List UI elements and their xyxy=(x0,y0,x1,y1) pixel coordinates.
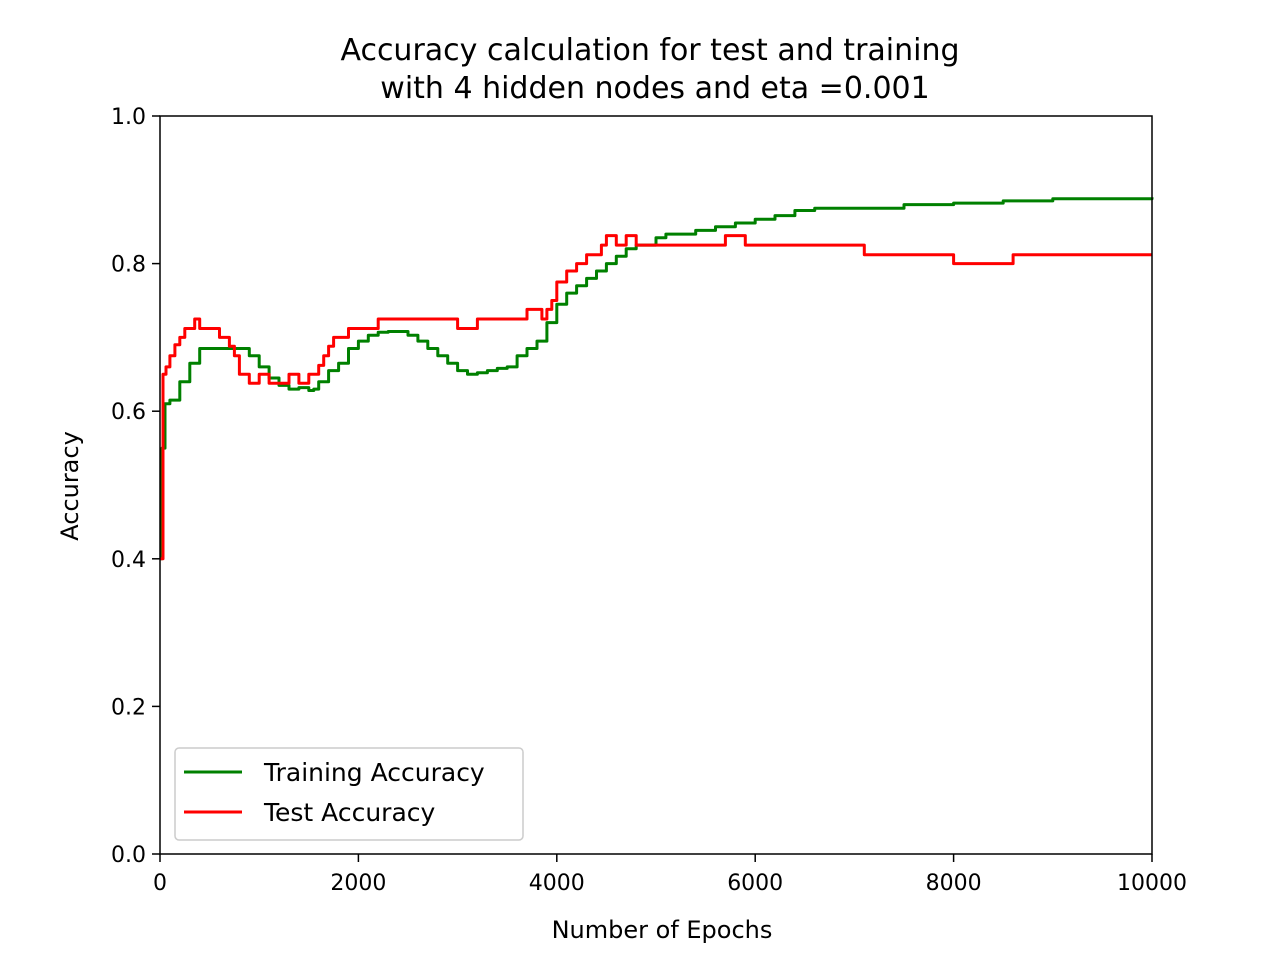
chart-title-line-2: with 4 hidden nodes and eta =0.001 xyxy=(380,71,929,106)
x-tick-label: 0 xyxy=(153,871,167,896)
y-axis-label: Accuracy xyxy=(56,431,84,541)
x-tick-label: 8000 xyxy=(926,871,982,896)
y-axis-ticks: 0.0 0.2 0.4 0.6 0.8 1.0 xyxy=(111,105,160,868)
y-tick-label: 0.0 xyxy=(111,843,146,868)
series-line-test xyxy=(160,234,1152,561)
series-line-training xyxy=(160,197,1154,561)
x-tick-label: 2000 xyxy=(330,871,386,896)
y-tick-label: 0.8 xyxy=(111,253,146,278)
x-tick-label: 6000 xyxy=(727,871,783,896)
x-tick-label: 4000 xyxy=(529,871,585,896)
chart-title-line-1: Accuracy calculation for test and traini… xyxy=(340,33,959,68)
legend-box xyxy=(174,747,524,841)
x-tick-label: 10000 xyxy=(1117,871,1187,896)
x-axis-ticks: 0 2000 4000 6000 8000 10000 xyxy=(153,854,1187,896)
x-axis-label: Number of Epochs xyxy=(552,916,773,944)
series-layer xyxy=(160,197,1154,561)
y-tick-label: 0.6 xyxy=(111,400,146,425)
legend-label-test: Test Accuracy xyxy=(263,798,436,827)
chart-title: Accuracy calculation for test and traini… xyxy=(340,33,959,106)
plot-area xyxy=(159,115,1154,855)
axes-frame xyxy=(159,115,1153,855)
y-tick-label: 0.2 xyxy=(111,695,146,720)
y-tick-label: 0.4 xyxy=(111,548,146,573)
legend-label-training: Training Accuracy xyxy=(263,758,485,787)
y-tick-label: 1.0 xyxy=(111,105,146,130)
legend: Training Accuracy Test Accuracy xyxy=(174,747,524,841)
